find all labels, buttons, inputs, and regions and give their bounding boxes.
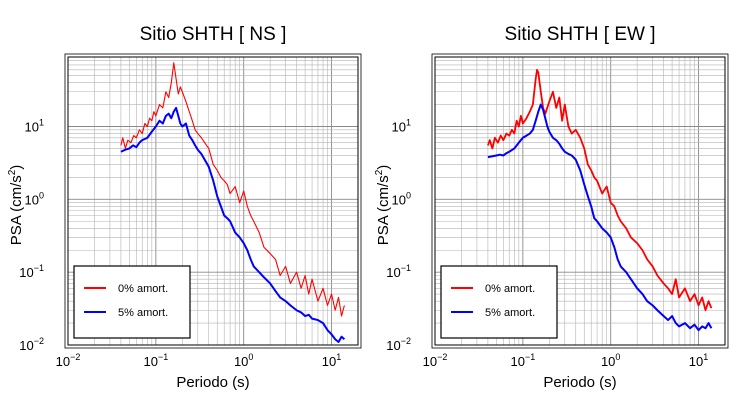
chart-1-y-axis-label: PSA (cm/s2) [7,165,25,246]
chart-2-y-tick-label: 10−2 [386,336,411,353]
chart-2-outer-frame [431,53,729,349]
chart-1-y-tick-label: 100 [25,190,44,207]
chart-2-legend-box [440,265,558,339]
chart-2: Sitio SHTH [ EW ] 10−2 10−1 100 101 10−2 10−1 1… [374,24,729,391]
chart-2-y-tick-label: 100 [392,190,411,207]
chart-2-x-axis-label: Periodo (s) [543,374,616,391]
chart-2-series-blue-line [487,103,713,332]
chart-2-x-tick-label: 10−1 [510,352,535,369]
chart-2-y-axis-label: PSA (cm/s2) [374,165,392,246]
chart-1-y-tick-label: 10−2 [19,336,44,353]
chart-1-plot-frame [67,56,359,346]
chart-1-x-tick-label: 101 [322,352,341,369]
chart-2-y-tick-label: 10−1 [386,263,411,280]
chart-2-plot-frame [434,56,726,346]
chart-1-grid [67,56,359,346]
chart-1-x-axis-label: Periodo (s) [176,374,249,391]
chart-2-x-tick-label: 10−2 [423,352,448,369]
chart-2-legend: 0% amort. 5% amort. [440,265,558,339]
chart-1-x-tick-label: 10−1 [143,352,168,369]
chart-2-x-tick-label: 100 [601,352,620,369]
chart-1-x-tick-label: 10−2 [56,352,81,369]
chart-2-title: Sitio SHTH [ EW ] [505,24,656,45]
chart-1-x-tick-label: 100 [234,352,253,369]
chart-1-y-tick-label: 101 [25,118,44,135]
chart-2-legend-label-red: 0% amort. [485,283,535,295]
chart-1-y-tick-label: 10−1 [19,263,44,280]
chart-1-series-red-line [120,62,345,317]
chart-1-series-blue-line [120,106,346,343]
chart-1: Sitio SHTH [ NS ] 10−2 10−1 100 101 10−2 10−1 1… [7,24,362,391]
chart-1-legend-label-red: 0% amort. [118,283,168,295]
chart-1-legend-box [73,265,191,339]
chart-1-legend: 0% amort. 5% amort. [73,265,191,339]
chart-1-legend-label-blue: 5% amort. [118,307,168,319]
chart-2-series-red-line [487,68,713,312]
chart-2-x-tick-label: 101 [689,352,708,369]
chart-1-outer-frame [64,53,362,349]
chart-1-title: Sitio SHTH [ NS ] [140,24,287,45]
chart-2-legend-label-blue: 5% amort. [485,307,535,319]
chart-2-y-tick-label: 101 [392,118,411,135]
